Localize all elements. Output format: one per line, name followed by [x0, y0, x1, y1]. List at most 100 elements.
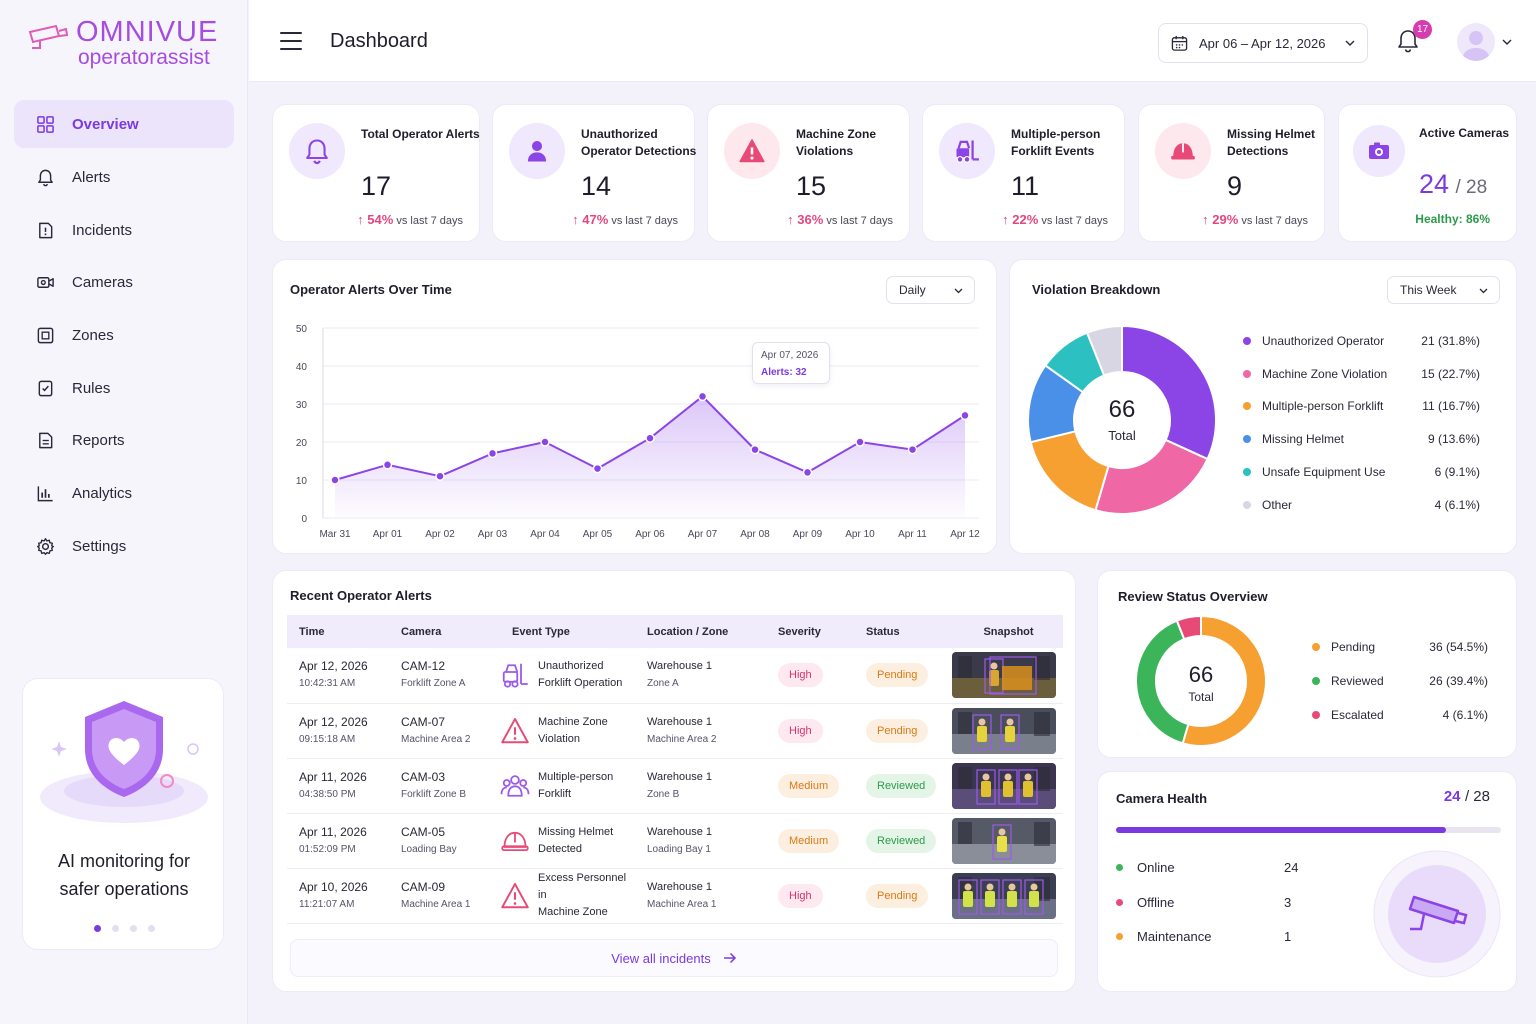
column-header[interactable]: Location / Zone: [635, 615, 766, 648]
cell-severity: High: [766, 703, 854, 759]
period-select[interactable]: This Week: [1387, 276, 1500, 304]
sidebar-item-analytics[interactable]: Analytics: [14, 469, 234, 517]
carousel-dot[interactable]: [93, 925, 101, 932]
stat-trend-suffix: vs last 7 days: [1041, 215, 1108, 227]
violation-slice[interactable]: [1094, 438, 1209, 515]
warning-icon: [501, 717, 529, 743]
carousel-dot[interactable]: [111, 925, 119, 932]
violation-slice[interactable]: [1085, 324, 1123, 377]
notification-bell-icon[interactable]: [1396, 28, 1420, 54]
sidebar-item-cameras[interactable]: Cameras: [14, 258, 234, 306]
stat-card[interactable]: Missing Helmet Detections 9 ↑ 29% vs las…: [1138, 104, 1325, 242]
table-row[interactable]: Apr 11, 2026 04:38:50 PM CAM-03 Forklift Z…: [287, 758, 1063, 814]
camera-health-active: 24: [1443, 788, 1461, 805]
arrow-right-icon: [723, 952, 736, 964]
brand-logo[interactable]: OMNIVUE operatorassist: [24, 16, 234, 72]
cell-event: Missing Helmet Detected: [500, 813, 635, 869]
view-all-incidents-link[interactable]: View all incidents: [290, 939, 1058, 977]
cell-location: Warehouse 1 Zone B: [635, 758, 766, 814]
cell-event: Multiple-person Forklift: [500, 758, 635, 814]
y-tick-label: 40: [296, 362, 308, 373]
interval-select[interactable]: Daily: [886, 276, 975, 304]
carousel-dot[interactable]: [129, 925, 137, 932]
camera-location: Forklift Zone B: [401, 788, 467, 800]
user-icon: [527, 141, 547, 162]
stat-trend: ↑ 22% vs last 7 days: [1002, 212, 1108, 227]
cell-location: Warehouse 1 Zone A: [635, 648, 766, 704]
rules-icon: [38, 380, 53, 396]
carousel-dot[interactable]: [147, 925, 155, 932]
snapshot-thumbnail[interactable]: [952, 872, 1056, 919]
table-row[interactable]: Apr 11, 2026 01:52:09 PM CAM-05 Loading Ba…: [287, 813, 1063, 869]
camera-location: Forklift Zone A: [401, 678, 466, 690]
stat-trend-pct: 29%: [1212, 212, 1239, 227]
violation-slice[interactable]: [1121, 324, 1217, 461]
forklift-icon: [502, 664, 528, 688]
active-camera-total: / 28: [1455, 177, 1488, 198]
promo-card: AI monitoring for safer operations: [22, 678, 224, 950]
camera-location: Loading Bay: [401, 843, 457, 855]
page-title: Dashboard: [330, 30, 428, 52]
sidebar-item-overview[interactable]: Overview: [14, 100, 234, 148]
avatar[interactable]: [1457, 23, 1495, 61]
snapshot-thumbnail[interactable]: [952, 762, 1056, 809]
column-header[interactable]: Time: [287, 615, 389, 648]
status-label: Online: [1137, 860, 1175, 875]
stat-card[interactable]: Multiple-person Forklift Events 11 ↑ 22%…: [922, 104, 1125, 242]
stat-label: Multiple-person Forklift Events: [1011, 127, 1101, 158]
x-tick-label: Apr 01: [373, 529, 403, 540]
stat-trend: ↑ 36% vs last 7 days: [787, 212, 893, 227]
violation-slice[interactable]: [1029, 430, 1110, 512]
stat-card[interactable]: Unauthorized Operator Detections 14 ↑ 47…: [492, 104, 696, 242]
chevron-down-icon: [1345, 40, 1355, 46]
stat-card-active-cameras[interactable]: Active Cameras 24 / 28 Healthy: 86%: [1338, 104, 1517, 242]
x-tick-label: Apr 04: [530, 529, 560, 540]
sidebar-item-alerts[interactable]: Alerts: [14, 153, 234, 201]
stat-card[interactable]: Total Operator Alerts 17 ↑ 54% vs last 7…: [272, 104, 480, 242]
cell-status: Pending: [854, 648, 942, 704]
legend-item: Other: [1243, 498, 1292, 512]
cell-time: Apr 12, 2026 09:15:18 AM: [287, 703, 389, 759]
sidebar-item-rules[interactable]: Rules: [14, 364, 234, 412]
sidebar-item-reports[interactable]: Reports: [14, 416, 234, 464]
data-point: [540, 437, 550, 447]
sidebar-item-label: Settings: [72, 537, 127, 555]
legend-swatch: [1312, 643, 1320, 651]
snapshot-thumbnail[interactable]: [952, 817, 1056, 864]
column-header[interactable]: Status: [854, 615, 942, 648]
column-header[interactable]: Severity: [766, 615, 854, 648]
data-point: [750, 444, 760, 455]
event-type: Machine Zone Violation: [500, 714, 635, 748]
review-slice[interactable]: [1175, 614, 1202, 641]
chevron-down-icon[interactable]: [1502, 38, 1512, 46]
snapshot-thumbnail[interactable]: [952, 707, 1056, 754]
table-row[interactable]: Apr 12, 2026 09:15:18 AM CAM-07 Machine Ar…: [287, 703, 1063, 759]
column-header[interactable]: Camera: [389, 615, 500, 648]
location-line-2: Loading Bay 1: [647, 843, 711, 855]
stat-card[interactable]: Machine Zone Violations 15 ↑ 36% vs last…: [707, 104, 910, 242]
stat-label: Total Operator Alerts: [361, 127, 480, 141]
sidebar-item-incidents[interactable]: Incidents: [14, 206, 234, 254]
brand-name-top: OMNIVUE: [76, 16, 219, 48]
violation-breakdown-card: Violation Breakdown This Week 66 Total U…: [1009, 259, 1517, 554]
date-range-label: Apr 06 – Apr 12, 2026: [1199, 35, 1326, 51]
severity-badge: Medium: [778, 773, 840, 798]
trend-up-icon: ↑: [572, 212, 583, 227]
bell-icon: [38, 169, 53, 186]
x-tick-label: Mar 31: [319, 529, 351, 540]
menu-toggle-icon[interactable]: [280, 32, 302, 50]
column-header[interactable]: Snapshot: [942, 615, 1063, 648]
camera-location: Machine Area 1: [401, 898, 471, 910]
date-range-picker[interactable]: Apr 06 – Apr 12, 2026: [1158, 23, 1368, 63]
sidebar-item-settings[interactable]: Settings: [14, 522, 234, 570]
legend-swatch: [1243, 435, 1251, 444]
snapshot-thumbnail[interactable]: [952, 652, 1056, 699]
sidebar-item-zones[interactable]: Zones: [14, 311, 234, 359]
review-slice[interactable]: [1181, 614, 1267, 747]
event-line-1: Multiple-person: [538, 770, 614, 783]
column-header[interactable]: Event Type: [500, 615, 635, 648]
stat-icon: [289, 123, 345, 179]
cell-location: Warehouse 1 Machine Area 2: [635, 703, 766, 759]
table-row[interactable]: Apr 12, 2026 10:42:31 AM CAM-12 Forklift Z…: [287, 648, 1063, 704]
table-row[interactable]: Apr 10, 2026 11:21:07 AM CAM-09 Machine Ar…: [287, 868, 1063, 924]
